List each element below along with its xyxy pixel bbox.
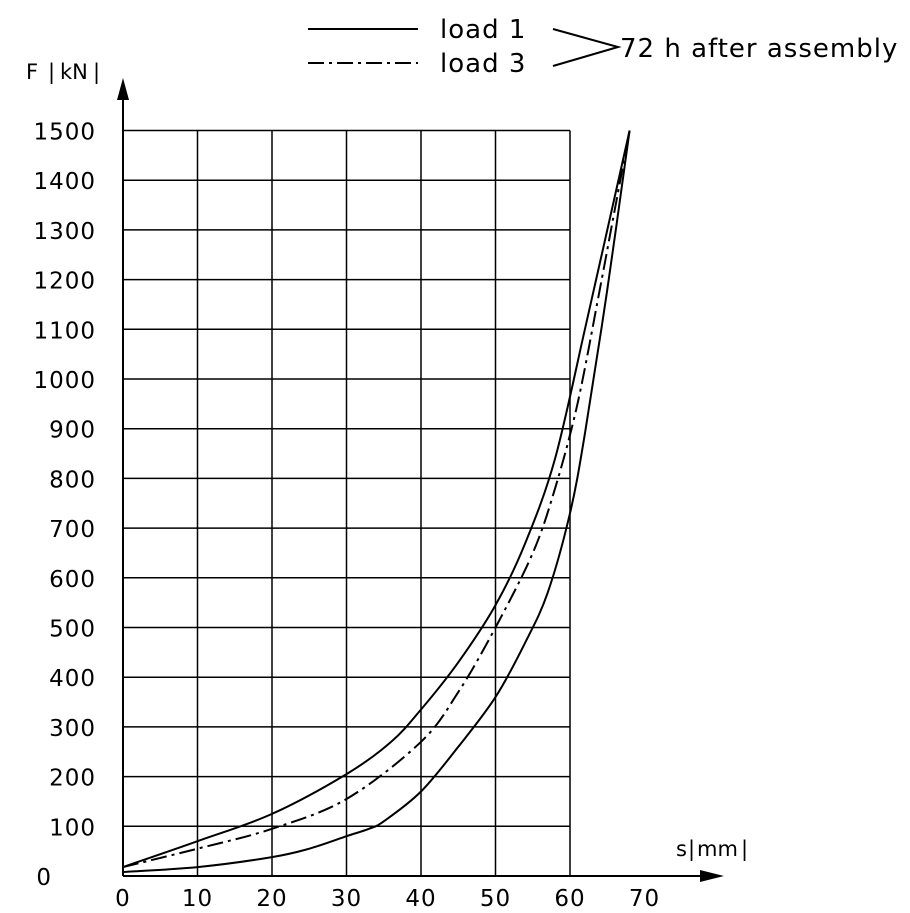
y-tick-label: 300 — [49, 716, 96, 742]
x-tick-label: 60 — [554, 886, 585, 912]
x-tick-label: 30 — [331, 886, 362, 912]
x-tick-label: 10 — [182, 886, 213, 912]
y-tick-label: 700 — [49, 517, 96, 543]
y-tick-label: 0 — [36, 865, 52, 891]
y-tick-label: 1200 — [33, 269, 96, 295]
series-line-load-1-loading — [122, 130, 631, 868]
grid — [123, 129, 571, 876]
y-tick-label: 800 — [49, 467, 96, 493]
legend-label-load-1: load 1 — [440, 15, 526, 45]
legend-label-load-3: load 3 — [440, 49, 526, 79]
x-axis-label-symbol: s — [676, 837, 687, 861]
y-tick-label: 1400 — [33, 169, 96, 195]
series-line-load-1-unloading — [122, 130, 631, 873]
y-axis-label-unit: kN — [60, 60, 88, 84]
y-tick-label: 100 — [49, 815, 96, 841]
legend-bracket-icon — [552, 28, 622, 67]
y-tick-label: 1300 — [33, 219, 96, 245]
x-tick-labels: 0 10 20 30 40 50 60 70 — [115, 886, 660, 912]
axes — [117, 78, 724, 882]
x-tick-label: 0 — [115, 886, 131, 912]
y-tick-label: 200 — [49, 766, 96, 792]
legend: load 1 load 3 72 h after assembly — [308, 15, 898, 79]
x-axis-label-unit: mm — [697, 837, 738, 861]
y-axis-label-symbol: F — [26, 60, 38, 84]
y-tick-label: 500 — [49, 617, 96, 643]
x-axis-label-open-bar: | — [688, 837, 695, 862]
y-tick-label: 1500 — [33, 120, 96, 146]
legend-note: 72 h after assembly — [620, 34, 898, 64]
x-tick-label: 50 — [480, 886, 511, 912]
series-line-load-3 — [122, 130, 631, 869]
x-axis-label-close-bar: | — [741, 837, 748, 862]
y-axis-label-close-bar: | — [93, 60, 100, 85]
x-axis-arrow-icon — [700, 870, 724, 882]
y-tick-label: 900 — [49, 418, 96, 444]
y-tick-label: 600 — [49, 567, 96, 593]
y-axis-label-open-bar: | — [48, 60, 55, 85]
y-axis-arrow-icon — [117, 78, 129, 100]
series-layer — [122, 130, 631, 873]
y-tick-label: 1000 — [33, 368, 96, 394]
y-tick-label: 400 — [49, 666, 96, 692]
y-axis-label: F | kN | — [26, 60, 100, 85]
x-tick-label: 20 — [256, 886, 287, 912]
x-axis-label: s | mm | — [676, 837, 748, 862]
y-tick-label: 1100 — [33, 318, 96, 344]
x-tick-label: 70 — [629, 886, 660, 912]
x-tick-label: 40 — [405, 886, 436, 912]
y-tick-labels: 0 100 200 300 400 500 600 700 800 900 1000 1100 1200… — [33, 120, 96, 892]
